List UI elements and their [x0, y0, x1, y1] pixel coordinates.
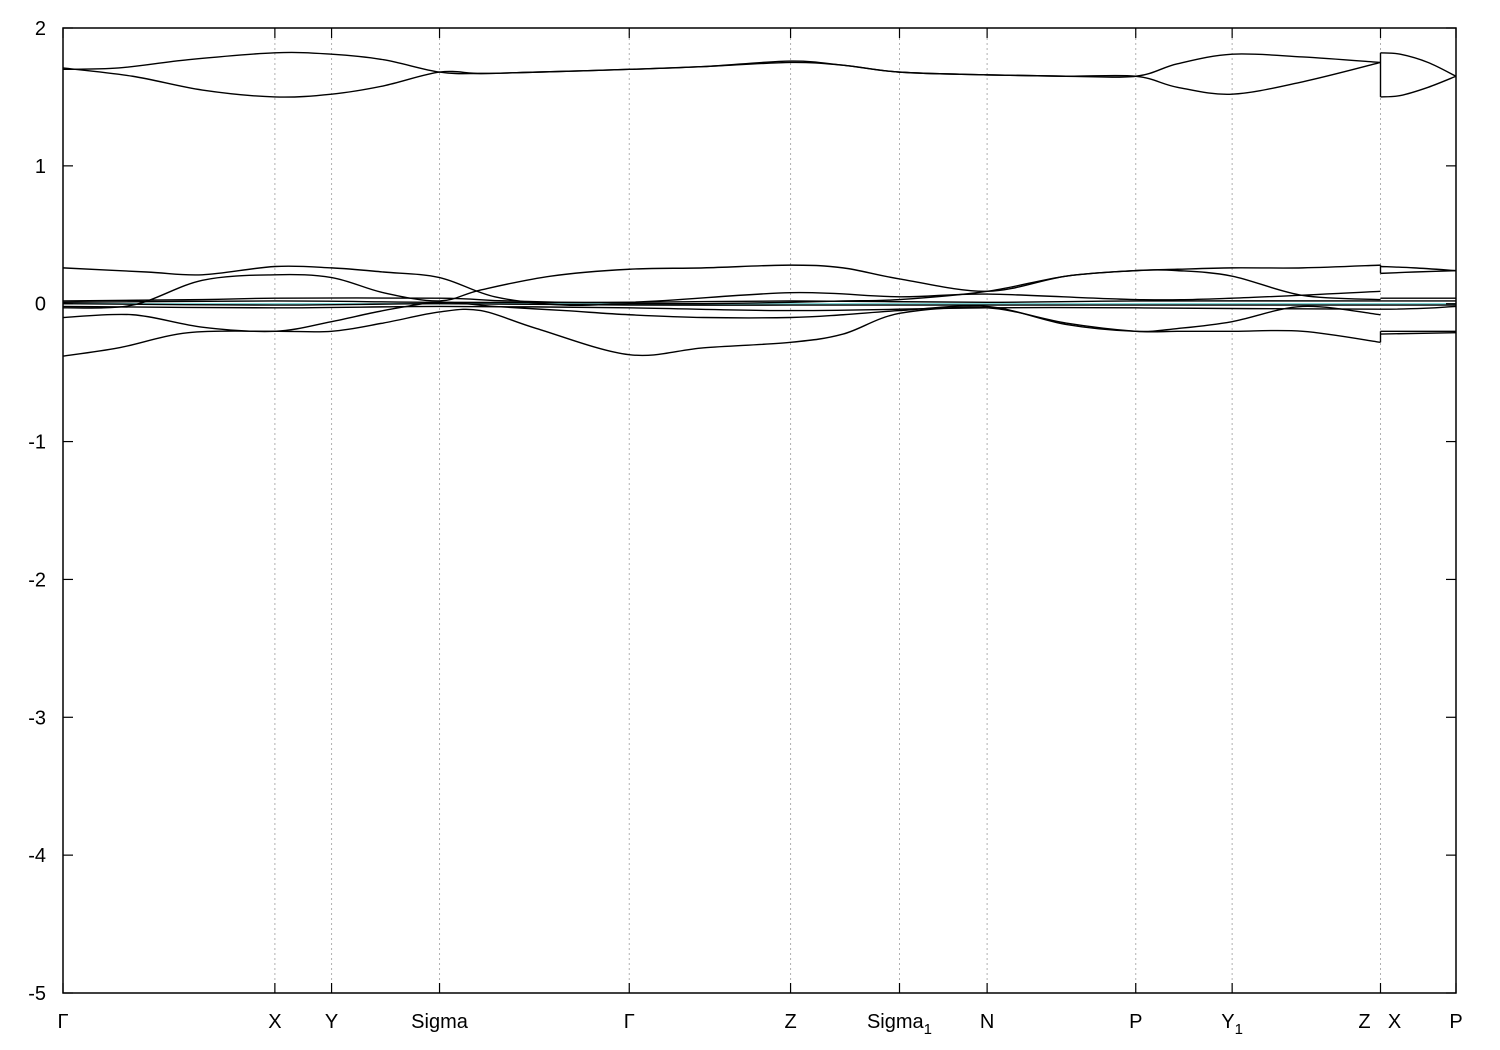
x-tick-label-subscript: 1 [1235, 1021, 1243, 1038]
band-line [1380, 331, 1457, 335]
grid-layer [274, 28, 1381, 993]
y-tick-label: -1 [28, 432, 46, 454]
band-line [1380, 265, 1457, 272]
y-tick-label: 1 [35, 156, 46, 178]
band-line [1380, 52, 1457, 77]
band-line [62, 60, 1381, 98]
x-tick-label: Γ [624, 1011, 635, 1033]
y-tick-label: -5 [28, 983, 46, 1005]
y-tick-label: -2 [28, 569, 46, 591]
x-tick-label: P [1449, 1011, 1462, 1033]
x-tick-label: Y1 [1221, 1011, 1243, 1038]
band-line [1380, 269, 1457, 275]
x-tick-label: X [1388, 1011, 1401, 1033]
x-tick-label: X [268, 1011, 281, 1033]
x-tick-label: Z [1358, 1011, 1370, 1033]
band-layer [62, 51, 1457, 357]
x-tick-label: Γ [57, 1011, 68, 1033]
band-line [62, 305, 1457, 312]
y-tick-label: -3 [28, 707, 46, 729]
y-tick-label: 2 [35, 18, 46, 40]
x-tick-label: N [980, 1011, 994, 1033]
band-line [62, 306, 1381, 357]
x-tick-label: Sigma1 [867, 1011, 932, 1038]
band-line [62, 300, 1456, 304]
band-line [62, 301, 1381, 333]
x-tick-label: Sigma [411, 1011, 469, 1033]
y-tick-label: -4 [28, 845, 46, 867]
x-tick-label: P [1129, 1011, 1142, 1033]
band-line [1380, 75, 1457, 98]
band-line [62, 303, 1456, 306]
x-tick-label: Y [325, 1011, 338, 1033]
axis-layer [62, 27, 1457, 994]
band-line [62, 264, 1381, 309]
plot-frame [62, 27, 1457, 994]
y-tick-label: 0 [35, 294, 46, 316]
x-tick-label-subscript: 1 [924, 1021, 932, 1038]
x-tick-label: Z [784, 1011, 796, 1033]
band-line [62, 290, 1381, 304]
